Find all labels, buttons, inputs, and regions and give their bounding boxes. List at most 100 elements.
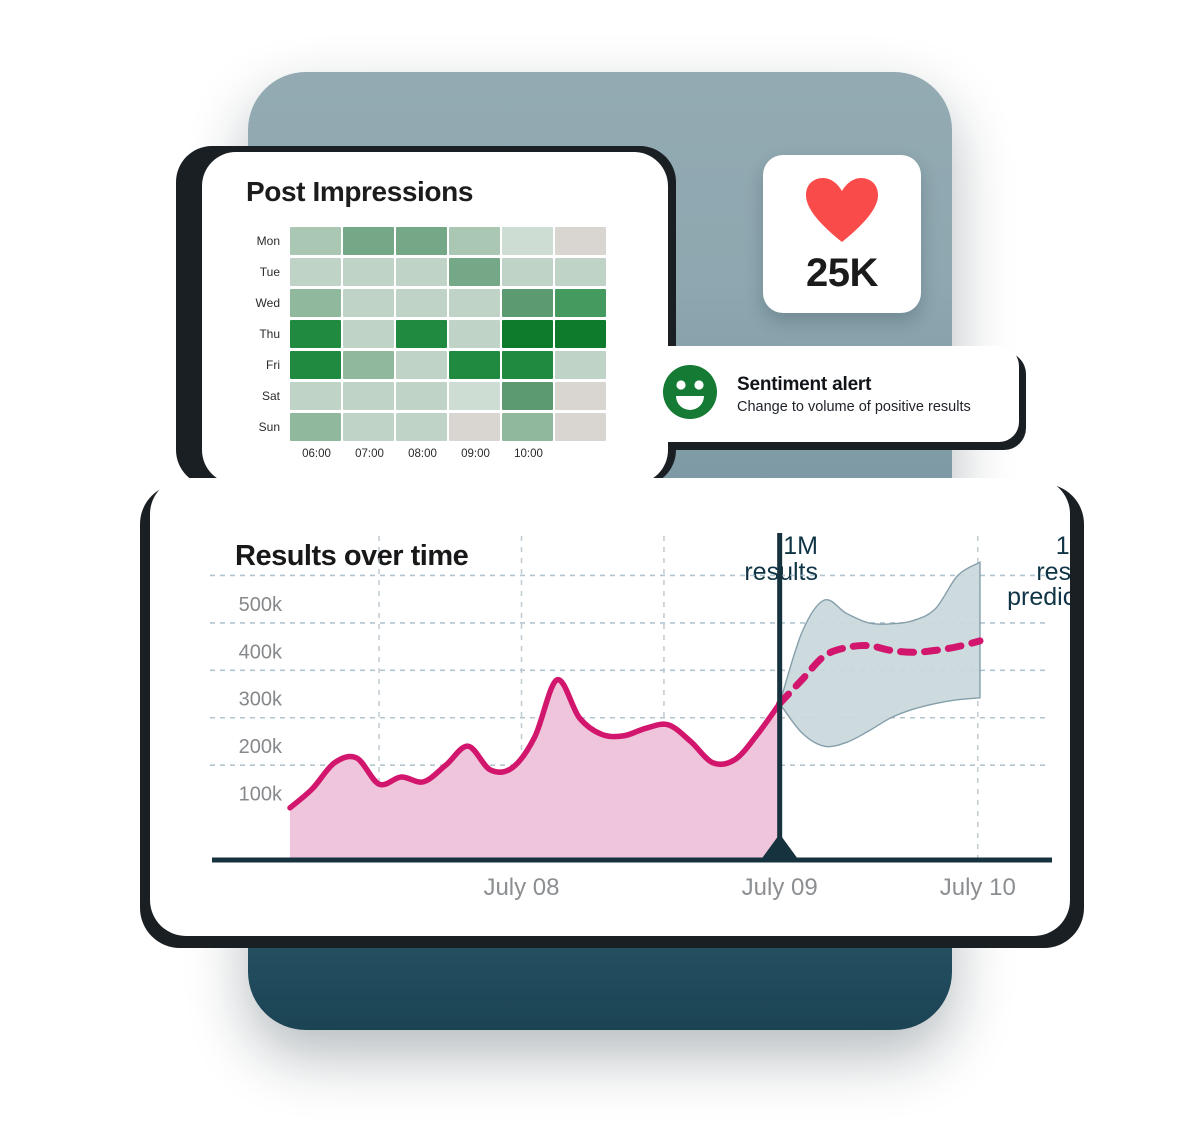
heatmap-cell[interactable] [502, 227, 553, 255]
heatmap-cell[interactable] [396, 320, 447, 348]
post-impressions-title: Post Impressions [246, 176, 474, 207]
heatmap-x-tick: 08:00 [408, 448, 437, 460]
predicted-results-annotation: 125k results predicted [850, 532, 1070, 611]
heatmap-cell[interactable] [502, 289, 553, 317]
chart-y-tick-label: 400k [239, 641, 283, 663]
heatmap-cell[interactable] [343, 320, 394, 348]
predicted-qualifier: predicted [1007, 583, 1070, 611]
heatmap-cell[interactable] [343, 382, 394, 410]
heatmap-row-cells [290, 320, 608, 348]
heatmap-row-label: Fri [266, 358, 280, 372]
heatmap-cell[interactable] [449, 351, 500, 379]
heatmap-cell[interactable] [555, 413, 606, 441]
heatmap-row-label: Sat [261, 389, 280, 403]
heatmap-cell[interactable] [396, 413, 447, 441]
heatmap-cell[interactable] [290, 382, 341, 410]
heart-icon [804, 176, 880, 249]
chart-x-tick-label: July 08 [483, 874, 559, 901]
heatmap-row-label: Mon [256, 234, 280, 248]
heatmap-row-cells [290, 351, 608, 379]
heatmap-cell[interactable] [555, 289, 606, 317]
heatmap-row: Thu [246, 319, 608, 349]
heatmap-x-tick [555, 448, 608, 460]
heatmap-cell[interactable] [555, 227, 606, 255]
heatmap-cell[interactable] [290, 351, 341, 379]
heatmap-cell[interactable] [449, 382, 500, 410]
heatmap-cell[interactable] [555, 382, 606, 410]
heatmap-cell[interactable] [290, 258, 341, 286]
likes-count: 25K [806, 251, 878, 295]
heatmap-cell[interactable] [502, 382, 553, 410]
now-divider-marker [760, 834, 799, 860]
results-predicted-line [776, 637, 984, 708]
predicted-value: 125k [1055, 532, 1070, 560]
heatmap-grid: Mon Tue Wed Thu Fri Sat Sun 06:00 07:00 08:00 09:… [246, 226, 608, 460]
heatmap-cell[interactable] [449, 258, 500, 286]
heatmap-cell[interactable] [502, 320, 553, 348]
heatmap-cell[interactable] [343, 413, 394, 441]
heatmap-row-cells [290, 289, 608, 317]
heatmap-x-tick: 07:00 [355, 448, 384, 460]
heatmap-cell[interactable] [396, 351, 447, 379]
results-area-fill [290, 679, 780, 860]
heatmap-cell[interactable] [396, 227, 447, 255]
sentiment-alert-title: Sentiment alert [737, 373, 872, 395]
heatmap-x-axis: 06:00 07:00 08:00 09:00 10:00 [290, 448, 608, 460]
heatmap-cell[interactable] [555, 351, 606, 379]
heatmap-cell[interactable] [449, 320, 500, 348]
heatmap-row-cells [290, 413, 608, 441]
heatmap-cell[interactable] [343, 258, 394, 286]
results-chart-title: Results over time [235, 540, 469, 572]
total-results-value: 1M [783, 532, 818, 560]
heatmap-row-cells [290, 382, 608, 410]
heatmap-cell[interactable] [290, 227, 341, 255]
heatmap-cell[interactable] [290, 413, 341, 441]
results-over-time-chart: 100k 200k 300k 400k 500k July 08 July 09 July 1… [210, 533, 1052, 901]
prediction-confidence-band [778, 560, 981, 748]
heatmap-cell[interactable] [449, 289, 500, 317]
heatmap-cell[interactable] [290, 289, 341, 317]
heatmap-row-label: Wed [255, 296, 280, 310]
heatmap-cell[interactable] [449, 413, 500, 441]
heatmap-row: Tue [246, 257, 608, 287]
heatmap-row-cells [290, 258, 608, 286]
heatmap-cell[interactable] [555, 320, 606, 348]
chart-y-tick-label: 500k [239, 594, 283, 616]
heatmap-cell[interactable] [343, 351, 394, 379]
heatmap-cell[interactable] [396, 289, 447, 317]
heatmap-cell[interactable] [555, 258, 606, 286]
heatmap-cell[interactable] [449, 227, 500, 255]
chart-x-tick-label: July 10 [940, 874, 1016, 901]
sentiment-alert-card[interactable]: Sentiment alert Change to volume of posi… [637, 346, 1019, 442]
chart-y-tick-label: 300k [239, 689, 283, 711]
likes-metric-card[interactable]: 25K [763, 155, 921, 313]
heatmap-x-tick: 10:00 [514, 448, 543, 460]
heatmap-row: Sun [246, 412, 608, 442]
heatmap-row: Mon [246, 226, 608, 256]
heatmap-cell[interactable] [290, 320, 341, 348]
heatmap-row-cells [290, 227, 608, 255]
heatmap-cell[interactable] [396, 258, 447, 286]
sentiment-alert-text: Sentiment alert Change to volume of posi… [737, 374, 971, 415]
heatmap-x-tick: 09:00 [461, 448, 490, 460]
results-actual-line [287, 677, 783, 811]
post-impressions-card: Post Impressions Mon Tue Wed Thu Fri Sat Sun 0… [202, 152, 668, 484]
predicted-unit: results [1036, 557, 1070, 586]
heatmap-cell[interactable] [396, 382, 447, 410]
heatmap-cell[interactable] [343, 227, 394, 255]
heatmap-cell[interactable] [343, 289, 394, 317]
heatmap-row-label: Tue [259, 265, 280, 279]
smiley-face-icon [661, 363, 719, 426]
chart-y-tick-label: 200k [239, 736, 283, 758]
heatmap-cell[interactable] [502, 258, 553, 286]
heatmap-cell[interactable] [502, 413, 553, 441]
heatmap-row: Sat [246, 381, 608, 411]
chart-x-tick-label: July 09 [742, 874, 818, 901]
heatmap-row-label: Thu [259, 327, 280, 341]
heatmap-cell[interactable] [502, 351, 553, 379]
results-over-time-card: Results over time 1M results 125k result… [150, 478, 1070, 936]
heatmap-row-label: Sun [258, 420, 280, 434]
sentiment-alert-subtitle: Change to volume of positive results [737, 398, 971, 415]
heatmap-row: Wed [246, 288, 608, 318]
